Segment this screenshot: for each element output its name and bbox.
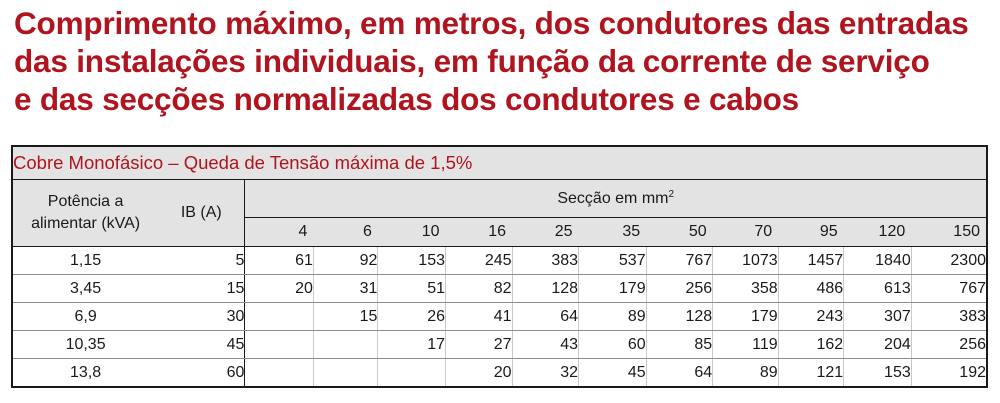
cell-length: 358 <box>712 274 779 303</box>
table-row: 3,45 15 20 31 51 82 128 179 256 358 486 613 767 <box>10 274 988 303</box>
header-potencia-line2: alimentar (kVA) <box>31 215 141 232</box>
table-row: 13,8 60 20 32 45 64 89 121 153 192 <box>10 358 988 388</box>
header-ib: IB (A) <box>158 179 246 247</box>
cell-length: 85 <box>645 330 713 359</box>
table-caption: Cobre Monofásico – Queda de Tensão máxim… <box>11 145 988 180</box>
cell-length: 2300 <box>910 246 988 275</box>
cell-length: 51 <box>377 274 446 303</box>
section-header-25: 25 <box>512 217 579 247</box>
cell-length <box>244 302 314 331</box>
cell-potencia: 1,15 <box>10 246 159 275</box>
cell-ib: 60 <box>158 358 246 388</box>
cell-ib: 15 <box>158 274 246 303</box>
cell-length: 767 <box>910 274 988 303</box>
cell-length: 256 <box>645 274 713 303</box>
section-header-95: 95 <box>778 217 844 247</box>
page-title: Comprimento máximo, em metros, dos condu… <box>14 4 994 118</box>
cell-length: 17 <box>377 330 446 359</box>
section-header-150: 150 <box>911 217 988 247</box>
section-header-120: 120 <box>843 217 912 247</box>
cell-length: 204 <box>843 330 912 359</box>
section-header-6: 6 <box>313 217 378 247</box>
cell-length <box>312 358 378 388</box>
cell-length: 121 <box>777 358 844 388</box>
cell-length: 383 <box>511 246 579 275</box>
cell-length: 64 <box>511 302 579 331</box>
cell-length: 153 <box>377 246 446 275</box>
cell-length: 256 <box>910 330 988 359</box>
table-row: 6,9 30 15 26 41 64 89 128 179 243 307 383 <box>10 302 988 331</box>
title-line-1: Comprimento máximo, em metros, dos condu… <box>14 5 969 41</box>
cell-length: 162 <box>777 330 844 359</box>
cell-length: 119 <box>712 330 779 359</box>
section-header-35: 35 <box>578 217 647 247</box>
table-row: 1,15 5 61 92 153 245 383 537 767 1073 1457 1840 2300 <box>10 246 988 275</box>
cell-length: 179 <box>578 274 647 303</box>
cell-length: 1073 <box>712 246 779 275</box>
cell-length: 486 <box>777 274 844 303</box>
header-seccao-label: Secção em mm <box>557 190 669 207</box>
cell-potencia: 10,35 <box>10 330 159 359</box>
cell-length: 64 <box>645 358 713 388</box>
cell-length: 26 <box>377 302 446 331</box>
cell-length: 383 <box>910 302 988 331</box>
cell-length: 15 <box>312 302 378 331</box>
conductor-length-table: Cobre Monofásico – Queda de Tensão máxim… <box>10 145 989 388</box>
cell-length: 613 <box>843 274 912 303</box>
cell-length: 89 <box>712 358 779 388</box>
cell-length: 61 <box>244 246 314 275</box>
cell-potencia: 13,8 <box>10 358 159 388</box>
section-header-70: 70 <box>712 217 779 247</box>
cell-length: 128 <box>645 302 713 331</box>
cell-length <box>244 358 314 388</box>
header-potencia-line1: Potência a <box>47 193 124 210</box>
cell-length: 60 <box>578 330 647 359</box>
cell-length: 179 <box>712 302 779 331</box>
cell-length: 45 <box>578 358 647 388</box>
cell-length: 31 <box>312 274 378 303</box>
cell-length: 27 <box>445 330 513 359</box>
cell-ib: 45 <box>158 330 246 359</box>
cell-ib: 30 <box>158 302 246 331</box>
cell-potencia: 3,45 <box>10 274 159 303</box>
cell-length: 128 <box>511 274 579 303</box>
cell-length: 82 <box>445 274 513 303</box>
cell-length: 92 <box>312 246 378 275</box>
cell-length: 20 <box>445 358 513 388</box>
header-seccao: Secção em mm2 <box>244 179 989 218</box>
cell-length: 20 <box>244 274 314 303</box>
section-header-50: 50 <box>646 217 713 247</box>
cell-length: 767 <box>645 246 713 275</box>
cell-length: 307 <box>843 302 912 331</box>
cell-length: 245 <box>445 246 513 275</box>
cell-length: 192 <box>910 358 988 388</box>
cell-length <box>312 330 378 359</box>
table-row: 10,35 45 17 27 43 60 85 119 162 204 256 <box>10 330 988 359</box>
section-header-10: 10 <box>377 217 446 247</box>
cell-ib: 5 <box>158 246 246 275</box>
cell-length: 1457 <box>777 246 844 275</box>
cell-length: 1840 <box>843 246 912 275</box>
cell-length: 537 <box>578 246 647 275</box>
cell-length: 89 <box>578 302 647 331</box>
section-header-16: 16 <box>445 217 513 247</box>
title-line-2: das instalações individuais, em função d… <box>14 43 930 79</box>
cell-length: 243 <box>777 302 844 331</box>
header-potencia: Potência a alimentar (kVA) <box>10 179 159 247</box>
cell-length: 153 <box>843 358 912 388</box>
cell-length <box>377 358 446 388</box>
section-header-4: 4 <box>244 217 314 247</box>
cell-length: 32 <box>511 358 579 388</box>
cell-length: 41 <box>445 302 513 331</box>
title-line-3: e das secções normalizadas dos condutore… <box>14 81 800 117</box>
cell-length <box>244 330 314 359</box>
cell-potencia: 6,9 <box>10 302 159 331</box>
cell-length: 43 <box>511 330 579 359</box>
header-seccao-superscript: 2 <box>668 189 675 200</box>
